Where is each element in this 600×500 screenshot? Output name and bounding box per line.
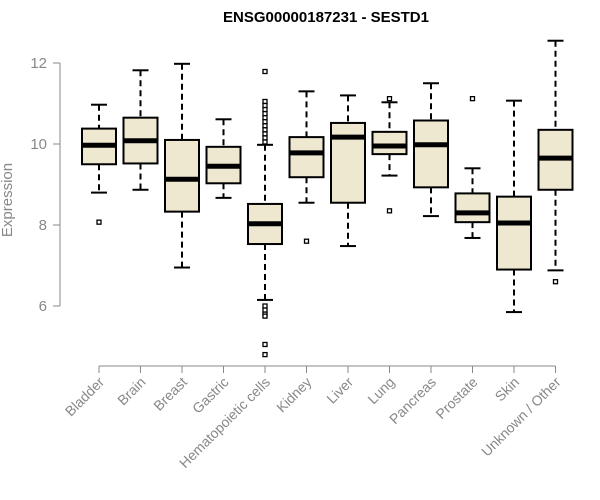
outlier-point xyxy=(552,279,559,285)
x-tick-label: Breast xyxy=(150,374,190,414)
outlier-point xyxy=(303,238,310,244)
outlier-point xyxy=(386,208,393,214)
outlier-point xyxy=(262,313,268,319)
y-tick-label: 8 xyxy=(39,217,47,234)
outlier-point xyxy=(262,139,268,145)
box-unknown-other xyxy=(537,39,574,285)
x-tick-label: Prostate xyxy=(432,374,480,422)
box-bladder xyxy=(81,103,117,225)
outlier-point xyxy=(262,351,268,358)
outlier-point xyxy=(96,219,102,225)
box-breast xyxy=(164,62,200,269)
chart-title: ENSG00000187231 - SESTD1 xyxy=(223,9,429,26)
outlier-point xyxy=(262,127,268,133)
outlier-point xyxy=(262,135,268,141)
y-axis: 6 8 10 12 xyxy=(30,55,61,315)
outlier-point xyxy=(262,68,268,75)
x-tick-label: Unknown / Other xyxy=(478,374,564,460)
box-rect xyxy=(496,195,532,271)
box-rect xyxy=(288,136,325,179)
y-tick-label: 12 xyxy=(30,55,47,72)
box-rect xyxy=(371,130,408,156)
box-lung xyxy=(371,95,408,214)
box-series xyxy=(81,39,574,358)
x-tick-label: Lung xyxy=(364,374,397,407)
box-gastric xyxy=(205,118,242,199)
box-brain xyxy=(122,69,159,191)
outlier-point xyxy=(262,106,268,113)
y-axis-label: Expression xyxy=(0,163,16,237)
box-hematopoietic-cells xyxy=(247,68,283,358)
box-rect xyxy=(164,138,200,213)
x-tick-label: Bladder xyxy=(62,374,108,420)
y-tick-label: 10 xyxy=(30,136,47,153)
box-skin xyxy=(496,99,532,314)
box-pancreas xyxy=(413,82,449,218)
outlier-point xyxy=(262,341,268,348)
outlier-point xyxy=(262,119,268,125)
outlier-point xyxy=(262,110,268,117)
box-rect xyxy=(413,119,449,189)
outlier-point xyxy=(262,98,268,105)
x-tick-label: Kidney xyxy=(273,374,315,416)
y-tick-label: 6 xyxy=(39,298,47,315)
box-rect xyxy=(454,192,491,224)
outlier-point xyxy=(262,131,268,137)
outlier-point xyxy=(386,95,393,102)
outlier-point xyxy=(469,95,476,102)
x-tick-label: Brain xyxy=(114,374,148,408)
x-tick-label: Skin xyxy=(492,374,523,405)
outlier-point xyxy=(262,307,268,313)
box-kidney xyxy=(288,90,325,244)
x-tick-label: Liver xyxy=(323,374,356,407)
box-prostate xyxy=(454,95,491,239)
box-liver xyxy=(330,94,366,248)
